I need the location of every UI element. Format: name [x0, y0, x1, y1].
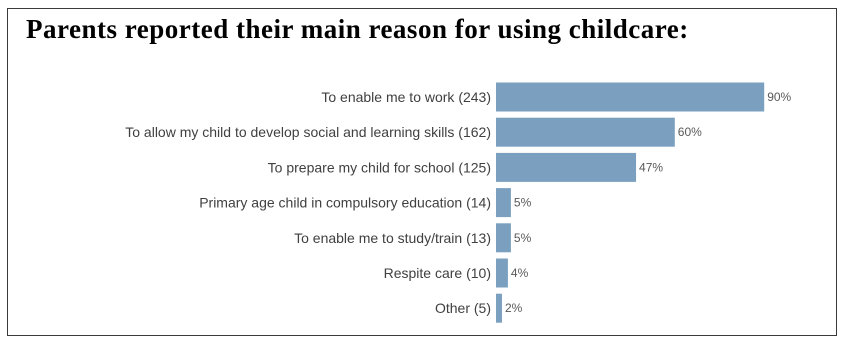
category-label: Respite care (10): [384, 265, 491, 281]
chart-title: Parents reported their main reason for u…: [26, 14, 689, 44]
value-label: 2%: [505, 301, 523, 315]
value-label: 4%: [511, 266, 529, 280]
value-label: 60%: [678, 125, 702, 139]
bar: [496, 293, 502, 323]
value-label: 5%: [514, 196, 532, 210]
bar: [496, 223, 511, 253]
bar: [496, 188, 511, 218]
category-label: To enable me to study/train (13): [294, 230, 491, 246]
chart-frame: [7, 8, 837, 336]
bar: [496, 82, 765, 112]
value-label: 90%: [767, 90, 791, 104]
value-label: 47%: [639, 160, 663, 174]
bar: [496, 152, 637, 182]
bar: [496, 258, 508, 288]
category-label: To enable me to work (243): [321, 89, 491, 105]
category-label: Primary age child in compulsory educatio…: [199, 195, 491, 211]
bar: [496, 117, 675, 147]
category-label: To allow my child to develop social and …: [125, 124, 491, 140]
value-label: 5%: [514, 231, 532, 245]
category-label: Other (5): [435, 300, 491, 316]
category-label: To prepare my child for school (125): [268, 159, 491, 175]
